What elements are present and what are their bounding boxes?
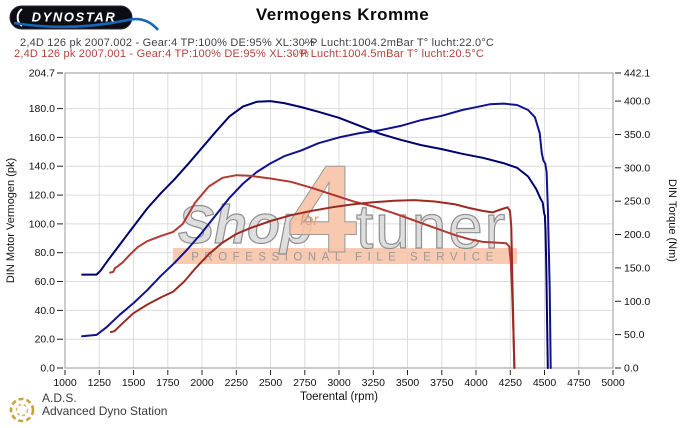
svg-text:2250: 2250 xyxy=(225,377,249,389)
svg-text:0.0: 0.0 xyxy=(40,363,55,375)
svg-text:2500: 2500 xyxy=(259,377,283,389)
curve-3 xyxy=(109,199,516,369)
curve-1 xyxy=(81,102,552,369)
ads-emblem-icon xyxy=(6,394,38,428)
gridlines xyxy=(64,72,614,369)
svg-text:3750: 3750 xyxy=(430,377,454,389)
svg-text:40.0: 40.0 xyxy=(35,305,56,317)
axis-tick-labels: 1000 1250 1500 1750 2000 2250 2500 2750 3000 3250… xyxy=(29,68,651,390)
svg-text:3000: 3000 xyxy=(327,377,351,389)
svg-text:0.0: 0.0 xyxy=(624,363,639,375)
svg-text:3500: 3500 xyxy=(396,377,420,389)
svg-text:120.0: 120.0 xyxy=(29,190,55,202)
svg-text:200.0: 200.0 xyxy=(624,229,650,241)
svg-text:350.0: 350.0 xyxy=(624,129,650,141)
svg-text:150.0: 150.0 xyxy=(624,262,650,274)
run-2-label: 2,4D 126 pk 2007.001 - Gear:4 TP:100% DE… xyxy=(14,48,309,60)
svg-text:1500: 1500 xyxy=(122,377,146,389)
svg-text:442.1: 442.1 xyxy=(624,68,650,80)
svg-text:1250: 1250 xyxy=(88,377,112,389)
page-title: Vermogens Kromme xyxy=(255,5,430,24)
watermark-banner-text: PROFESSIONAL FILE SERVICE xyxy=(191,252,499,264)
svg-text:250.0: 250.0 xyxy=(624,196,650,208)
svg-text:1750: 1750 xyxy=(156,377,180,389)
footer-name: Advanced Dyno Station xyxy=(42,404,168,418)
axis-ticks xyxy=(57,72,621,375)
curve-2 xyxy=(109,174,516,369)
curve-0 xyxy=(81,100,549,369)
svg-text:50.0: 50.0 xyxy=(624,329,645,341)
y-right-axis-title: DIN Torque (Nm) xyxy=(666,179,678,262)
svg-text:60.0: 60.0 xyxy=(35,276,56,288)
svg-text:160.0: 160.0 xyxy=(29,132,55,144)
svg-text:1000: 1000 xyxy=(53,377,77,389)
svg-text:4500: 4500 xyxy=(533,377,557,389)
svg-text:4000: 4000 xyxy=(464,377,488,389)
watermark-shop: Shop xyxy=(178,195,313,255)
svg-text:4250: 4250 xyxy=(499,377,523,389)
run-1-ambient: - P Lucht:1004.2mBar T° lucht:22.0°C xyxy=(303,37,495,49)
logo-swoosh-icon xyxy=(13,17,159,31)
watermark-banner xyxy=(173,248,517,264)
svg-text:180.0: 180.0 xyxy=(29,103,55,115)
svg-text:4750: 4750 xyxy=(567,377,591,389)
svg-text:2750: 2750 xyxy=(293,377,317,389)
x-axis-title: Toerental (rpm) xyxy=(300,391,378,403)
svg-text:3250: 3250 xyxy=(362,377,386,389)
svg-text:80.0: 80.0 xyxy=(35,247,56,259)
svg-text:5000: 5000 xyxy=(601,377,625,389)
y-left-axis-title: DIN Motor Vermogen (pk) xyxy=(5,158,17,283)
svg-text:2000: 2000 xyxy=(190,377,214,389)
svg-text:100.0: 100.0 xyxy=(624,296,650,308)
dynostar-logo: Dynostar xyxy=(8,3,166,40)
svg-text:20.0: 20.0 xyxy=(35,334,56,346)
svg-text:400.0: 400.0 xyxy=(624,96,650,108)
svg-text:204.7: 204.7 xyxy=(29,68,55,80)
svg-text:140.0: 140.0 xyxy=(29,161,55,173)
run-1-label: 2,4D 126 pk 2007.002 - Gear:4 TP:100% DE… xyxy=(20,37,315,49)
watermark-for: for xyxy=(300,212,319,229)
svg-text:100.0: 100.0 xyxy=(29,218,55,230)
plot-border xyxy=(64,72,614,369)
watermark-tuner: tuner xyxy=(356,193,507,262)
svg-text:300.0: 300.0 xyxy=(624,162,650,174)
logo-text: Dynostar xyxy=(32,10,117,25)
footer-abbr: A.D.S. xyxy=(42,391,77,405)
run-2-ambient: - P Lucht:1004.5mBar T° lucht:20.5°C xyxy=(293,48,485,60)
